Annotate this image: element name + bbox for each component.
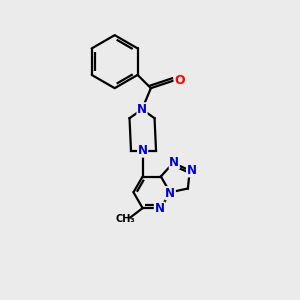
Text: N: N (165, 187, 175, 200)
Text: N: N (154, 202, 164, 215)
Text: N: N (169, 156, 179, 169)
Text: O: O (174, 74, 185, 87)
Text: N: N (138, 144, 148, 157)
Text: CH₃: CH₃ (115, 214, 135, 224)
Text: N: N (187, 164, 196, 177)
Text: N: N (137, 103, 147, 116)
